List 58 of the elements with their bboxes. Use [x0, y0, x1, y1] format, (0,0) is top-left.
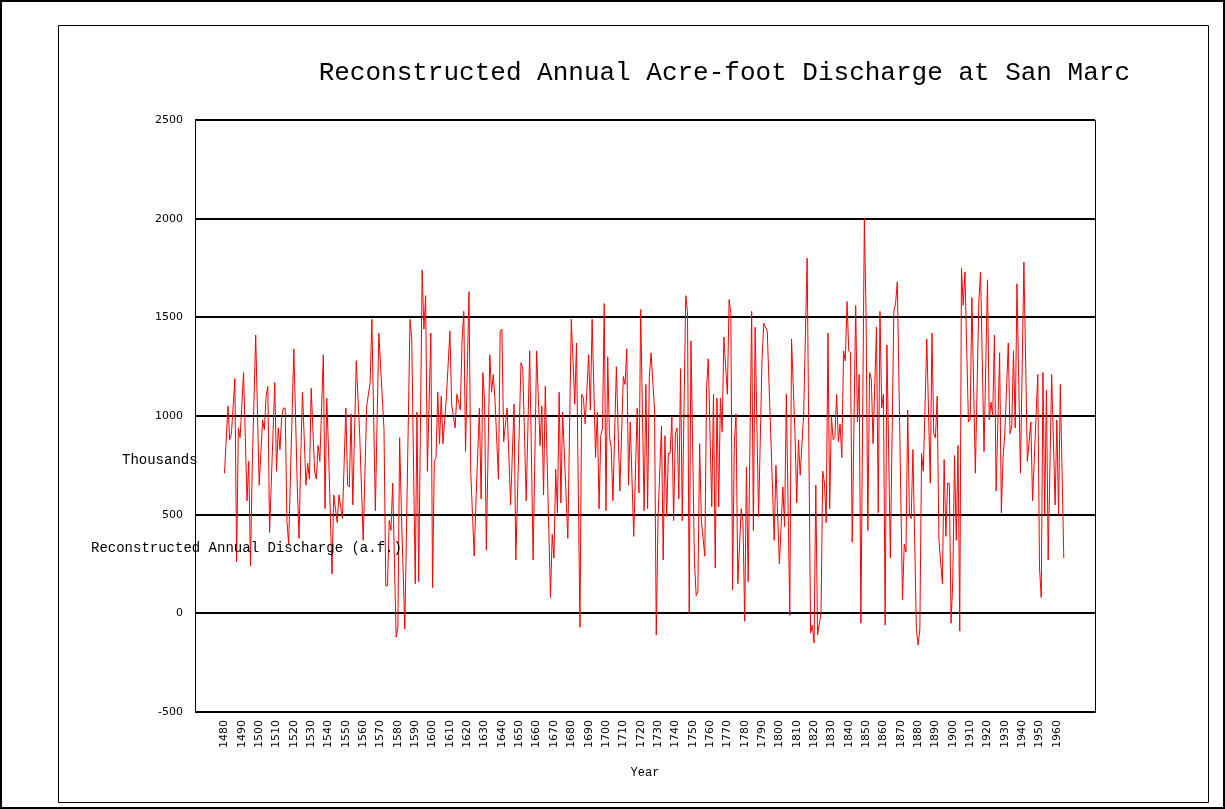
- x-tick-label: 1600: [425, 720, 439, 748]
- y-tick-label: 1500: [155, 310, 183, 324]
- x-tick-label: 1490: [234, 720, 248, 748]
- x-tick-label: 1500: [252, 720, 266, 748]
- x-tick-label: 1830: [824, 720, 838, 748]
- x-tick-label: 1760: [702, 720, 716, 748]
- x-tick-label: 1530: [304, 720, 318, 748]
- x-tick-label: 1910: [963, 720, 976, 748]
- x-tick-label: 1510: [269, 720, 283, 748]
- x-tick-label: 1940: [1015, 720, 1029, 748]
- x-tick-label: 1540: [321, 720, 335, 748]
- y-tick-label: 2000: [155, 211, 183, 225]
- x-tick-label: 1710: [616, 720, 630, 748]
- x-tick-label: 1650: [512, 720, 526, 748]
- x-tick-label: 1770: [720, 720, 734, 748]
- x-tick-label: 1780: [737, 720, 751, 748]
- x-tick-label: 1640: [494, 720, 508, 748]
- x-tick-label: 1690: [581, 720, 595, 748]
- y-tick-label: 1000: [155, 408, 183, 422]
- x-tick-label: 1920: [980, 720, 994, 748]
- x-tick-label: 1950: [1032, 720, 1046, 748]
- x-tick-label: 1750: [685, 720, 699, 748]
- x-tick-label: 1790: [754, 720, 768, 748]
- x-tick-label: 1670: [546, 720, 560, 748]
- x-tick-label: 1850: [858, 720, 872, 748]
- x-tick-label: 1700: [598, 720, 612, 748]
- x-tick-label: 1900: [945, 720, 959, 748]
- x-tick-label: 1810: [789, 720, 803, 748]
- x-tick-label: 1930: [997, 720, 1011, 748]
- x-tick-label: 1550: [338, 720, 352, 748]
- x-tick-label: 1870: [893, 720, 907, 748]
- x-tick-label: 1520: [286, 720, 300, 748]
- x-tick-label: 1630: [477, 720, 491, 748]
- x-tick-label: 1730: [650, 720, 664, 748]
- x-tick-label: 1860: [876, 720, 890, 748]
- x-tick-label: 1620: [460, 720, 474, 748]
- x-tick-label: 1580: [390, 720, 404, 748]
- x-tick-label: 1660: [529, 720, 543, 748]
- x-tick-label: 1480: [217, 720, 231, 748]
- x-tick-label: 1820: [806, 720, 820, 748]
- x-tick-label: 1570: [373, 720, 387, 748]
- x-axis-title: Year: [630, 765, 660, 780]
- x-tick-label: 1740: [668, 720, 682, 748]
- y-tick-label: -500: [158, 704, 183, 718]
- x-tick-label: 1560: [356, 720, 370, 748]
- x-tick-label: 1680: [564, 720, 578, 748]
- x-tick-label: 1720: [633, 720, 647, 748]
- chart-title: Reconstructed Annual Acre-foot Discharge at San Marc: [318, 57, 1130, 88]
- x-tick-label: 1880: [910, 720, 924, 748]
- x-tick-label: 1800: [772, 720, 786, 748]
- y-tick-label: 0: [176, 606, 183, 620]
- y-tick-label: 500: [162, 507, 183, 521]
- x-tick-label: 1610: [442, 720, 456, 748]
- x-tick-label: 1960: [1049, 720, 1063, 748]
- x-tick-label: 1840: [841, 720, 855, 748]
- x-tick-label: 1890: [928, 720, 942, 748]
- x-tick-label: 1590: [408, 720, 422, 748]
- y-tick-label: 2500: [155, 112, 183, 126]
